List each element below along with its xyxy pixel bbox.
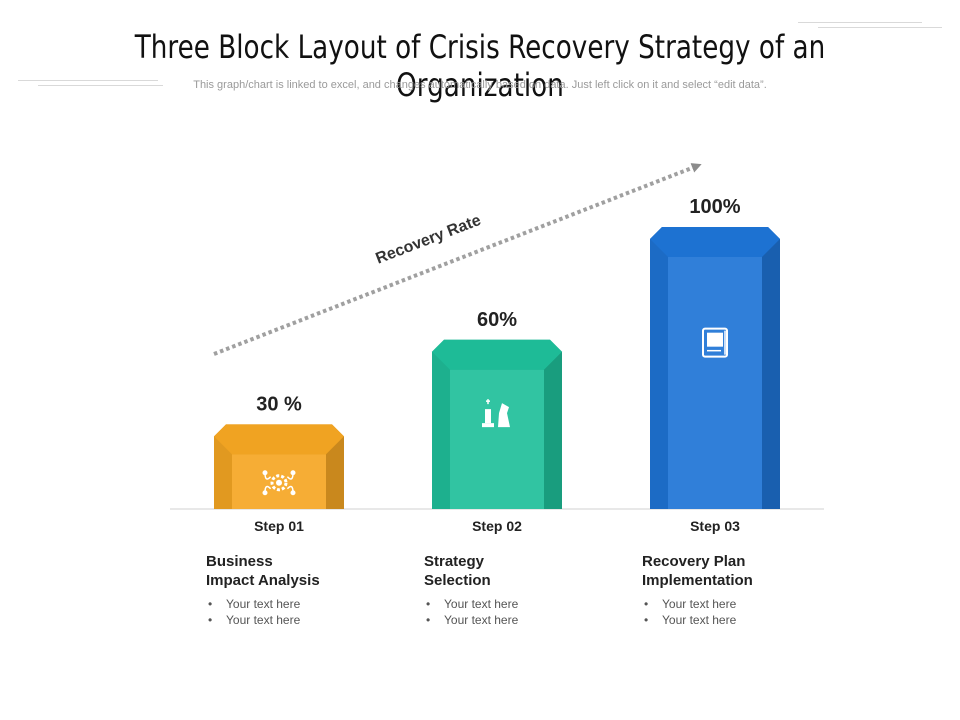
decorative-line-top-right [798,22,922,23]
bar-1 [214,424,344,509]
step-title: Strategy Selection [424,553,491,589]
step-description-3: Recovery Plan Implementation Your text h… [642,552,812,628]
recovery-rate-label: Recovery Rate [373,212,483,268]
step-description-1: Business Impact Analysis Your text here … [206,552,376,628]
gear-network-icon [262,470,296,496]
report-document-icon [702,327,728,358]
decorative-line-left [18,80,158,81]
bullet-item: Your text here [426,612,594,628]
page-title: Three Block Layout of Crisis Recovery St… [134,28,826,104]
bullet-item: Your text here [644,596,812,612]
value-label-1: 30 % [256,393,302,415]
step-title: Business Impact Analysis [206,553,320,589]
decorative-line-left-2 [38,85,163,86]
bullet-item: Your text here [426,596,594,612]
value-label-3: 100% [689,196,740,218]
step-title: Recovery Plan Implementation [642,553,753,589]
bullet-item: Your text here [208,596,376,612]
recovery-trend-arrow [213,163,702,356]
bullet-item: Your text here [644,612,812,628]
step-label-1: Step 01 [254,518,304,534]
decorative-line-top-right-2 [818,27,942,28]
value-label-2: 60% [477,309,517,331]
step-label-2: Step 02 [472,518,522,534]
page-subtitle: This graph/chart is linked to excel, and… [193,79,767,91]
step-description-2: Strategy Selection Your text here Your t… [424,552,594,628]
bar-3 [650,227,780,509]
bullet-item: Your text here [208,612,376,628]
step-label-3: Step 03 [690,518,740,534]
bar-2 [432,339,562,509]
chess-pieces-icon [482,399,510,428]
